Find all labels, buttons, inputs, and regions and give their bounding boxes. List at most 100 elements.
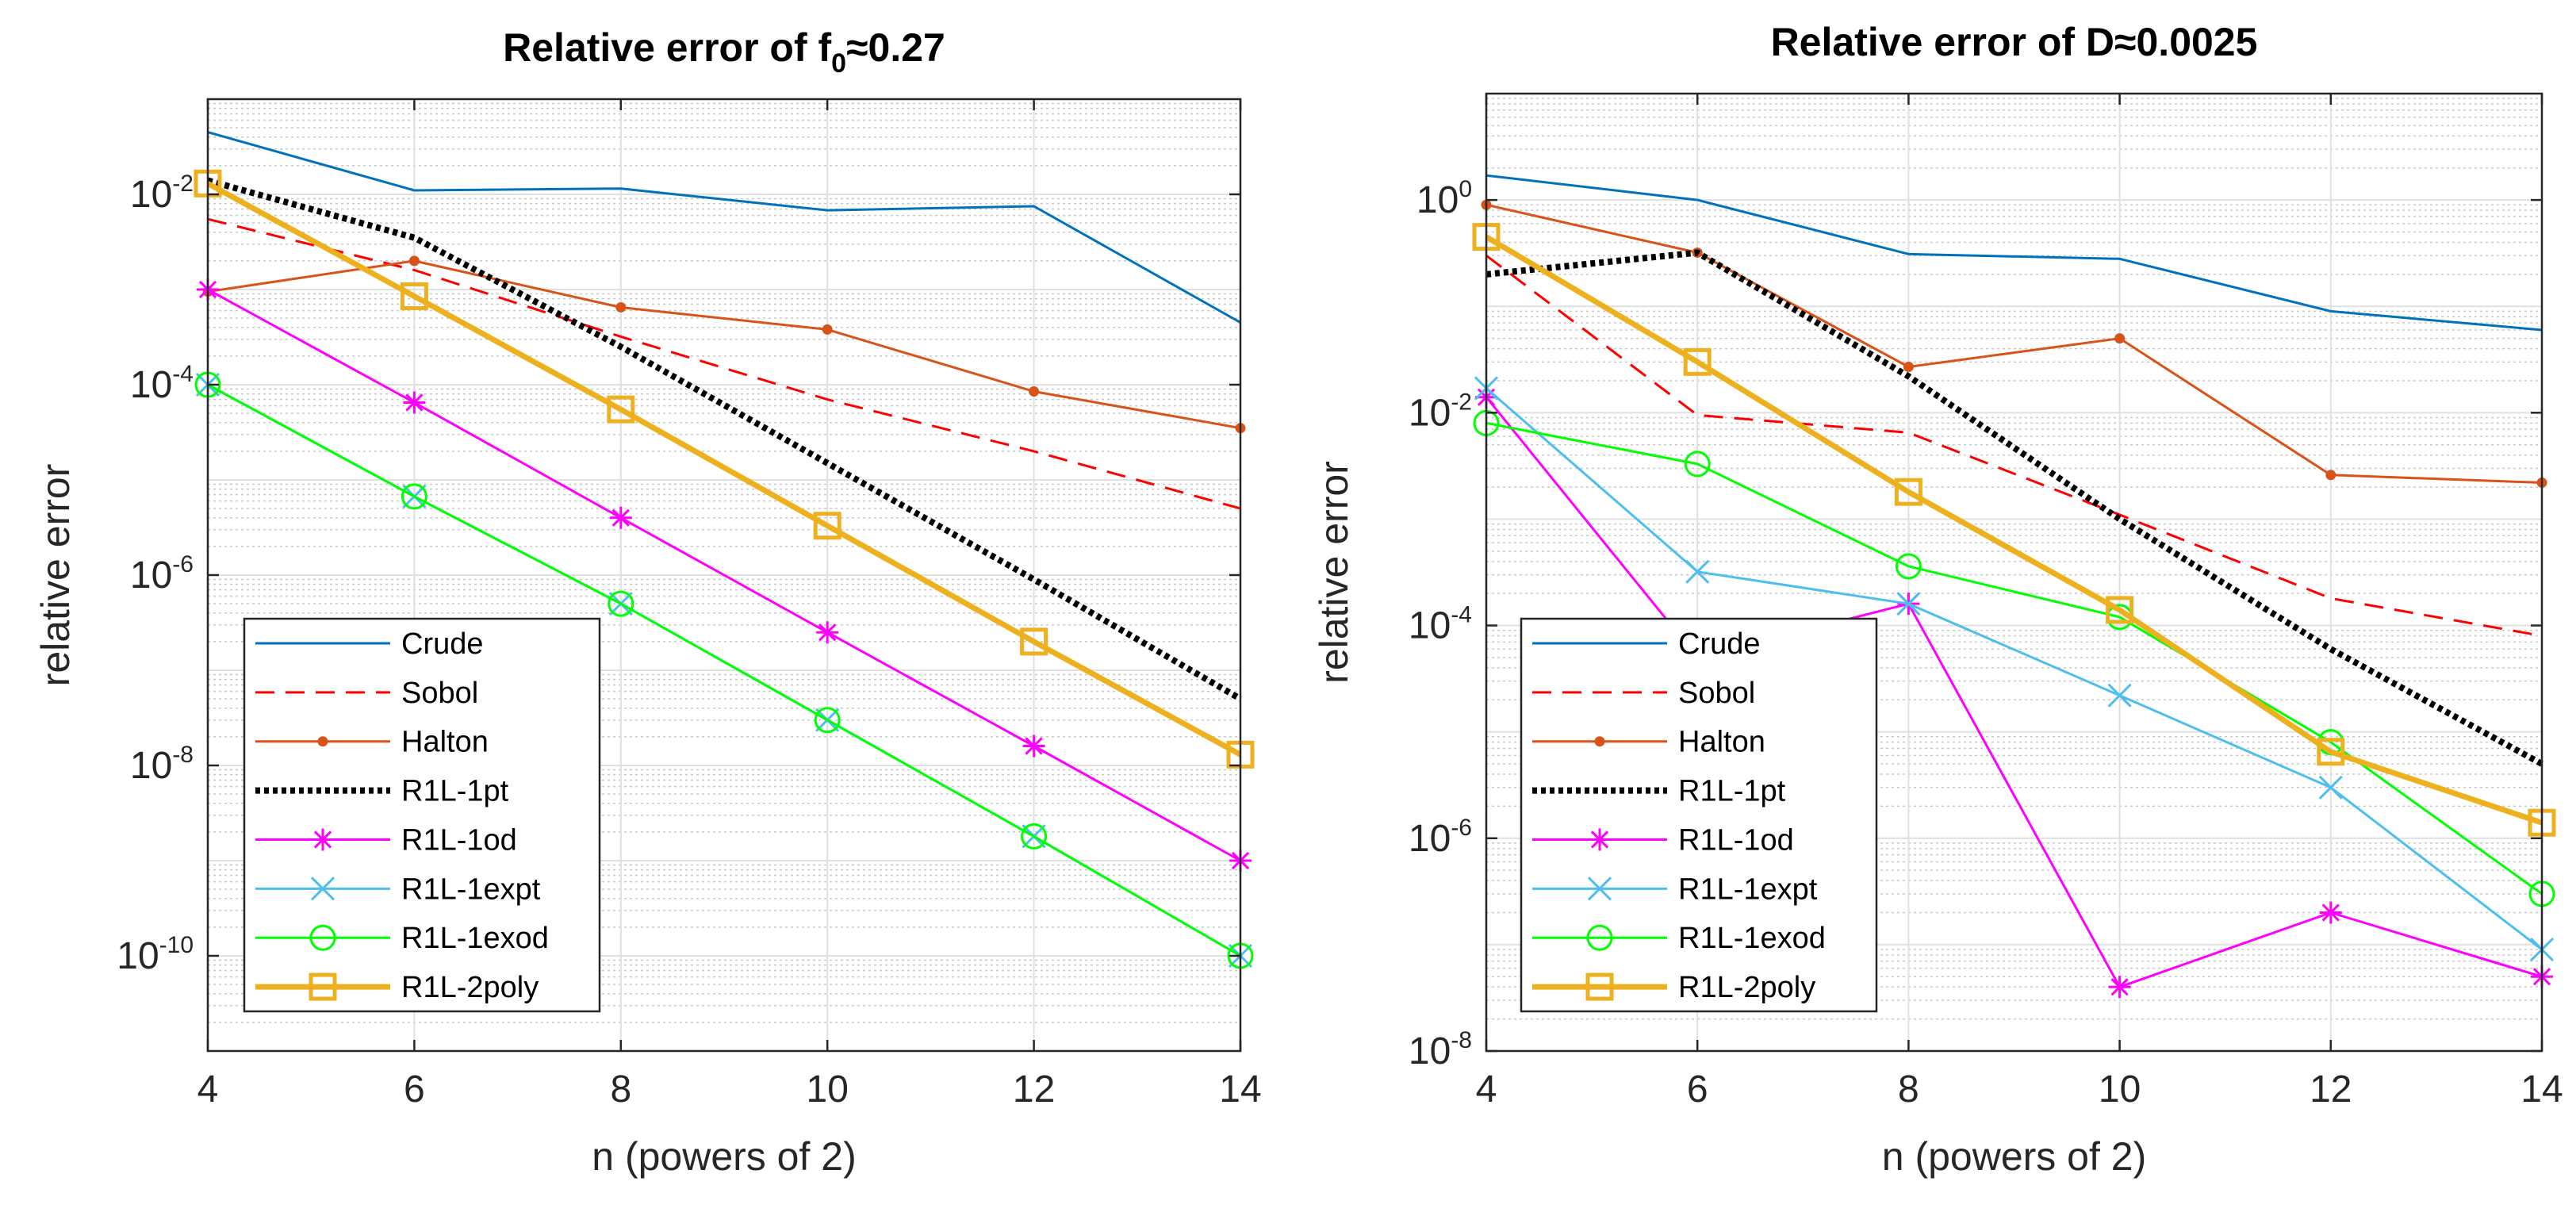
series-Crude: [207, 131, 1241, 324]
data-point: [1683, 347, 1712, 376]
data-point: [2108, 976, 2131, 999]
series-line: [207, 383, 1241, 957]
legend-box: [243, 617, 601, 1013]
x-tick-label: 14: [1219, 1068, 1261, 1111]
data-point: [2325, 470, 2336, 481]
series-line: [1485, 174, 2543, 332]
data-point: [822, 324, 833, 335]
legend-label: R1L-1od: [401, 823, 517, 857]
data-point: [615, 301, 627, 313]
y-tick-label: 10-4: [1409, 602, 1472, 647]
legend-label: R1L-2poly: [401, 971, 539, 1004]
legend-marker: [310, 877, 335, 901]
x-axis-label: n (powers of 2): [1882, 1134, 2146, 1179]
series-R1L-1pt: [1485, 249, 2543, 767]
legend-marker: [309, 924, 336, 951]
data-point: [401, 483, 427, 510]
legend-label: Sobol: [401, 677, 478, 710]
legend-marker: [1594, 736, 1605, 747]
y-axis-label: relative error: [1312, 461, 1356, 684]
y-axis-label: relative error: [33, 464, 78, 687]
y-tick-label: 10-8: [1409, 1027, 1472, 1072]
data-point: [2319, 901, 2342, 924]
data-point: [2107, 683, 2132, 708]
data-point: [2318, 775, 2343, 800]
series-Sobol: [1485, 255, 2543, 638]
x-tick-label: 8: [610, 1068, 631, 1111]
data-point: [1022, 735, 1045, 758]
x-tick-label: 4: [197, 1068, 219, 1111]
grid: [1485, 93, 2543, 1052]
x-tick-label: 12: [2310, 1068, 2352, 1111]
y-tick-label: 10-8: [130, 742, 194, 787]
series-line: [207, 259, 1241, 430]
data-point: [1903, 361, 1914, 372]
chart-2: 4 6 8 10 12 14 100 10-2 10-4 10-6 10-8 n (powers of…: [1312, 20, 2563, 1179]
series-R1L-1pt: [206, 177, 1243, 702]
data-point: [816, 621, 839, 644]
series-R1L-1expt: [1474, 376, 2555, 962]
legend-label: Halton: [1678, 726, 1765, 759]
legend-marker: [1589, 828, 1611, 851]
x-tick-label: 8: [1898, 1068, 1919, 1111]
x-axis-label: n (powers of 2): [592, 1134, 856, 1179]
axes-box: [1485, 92, 2543, 1053]
legend-marker: [309, 972, 337, 1001]
legend-marker: [1587, 877, 1612, 901]
series-line: [1485, 249, 2543, 767]
chart-1: 4 6 8 10 12 14 10-2 10-4 10-6 10-8 10-10 n (powers …: [33, 25, 1262, 1179]
data-point: [609, 506, 632, 529]
y-tick-label: 10-2: [130, 171, 194, 216]
legend-label: Crude: [401, 627, 484, 661]
y-tick-label: 10-10: [117, 932, 194, 977]
data-point: [813, 512, 841, 540]
data-point: [1685, 559, 1710, 584]
data-point: [1021, 823, 1048, 850]
legend-box: [1520, 617, 1878, 1013]
series-line: [1485, 421, 2543, 896]
data-point: [1684, 451, 1711, 478]
x-tick-label: 4: [1476, 1068, 1497, 1111]
series-line: [1485, 234, 2543, 826]
data-point: [400, 282, 428, 310]
y-tick-label: 100: [1416, 176, 1472, 221]
data-point: [2317, 738, 2345, 766]
y-tick-label: 10-6: [1409, 815, 1472, 860]
legend-label: R1L-1pt: [1678, 775, 1786, 808]
data-point: [1029, 386, 1040, 397]
chart-title: Relative error of D≈0.0025: [1771, 20, 2258, 64]
data-point: [814, 707, 841, 734]
y-tick-label: 10-4: [130, 361, 194, 406]
series-Crude: [1485, 174, 2543, 332]
data-point: [408, 255, 420, 267]
legend-label: R1L-1pt: [401, 775, 509, 808]
data-point: [2114, 333, 2126, 344]
legend-marker: [1585, 972, 1614, 1001]
x-tick-label: 10: [2099, 1068, 2141, 1111]
legend-label: Halton: [401, 726, 489, 759]
x-tick-label: 12: [1013, 1068, 1055, 1111]
data-point: [403, 391, 426, 414]
data-point: [1894, 478, 1922, 506]
x-tick-label: 6: [1687, 1068, 1708, 1111]
data-point: [607, 395, 635, 424]
legend-label: R1L-2poly: [1678, 971, 1815, 1004]
legend-marker: [1586, 924, 1613, 951]
data-point: [1020, 627, 1048, 656]
x-tick-label: 10: [807, 1068, 849, 1111]
y-tick-label: 10-6: [130, 551, 194, 596]
x-tick-label: 14: [2520, 1068, 2563, 1111]
legend-label: R1L-1od: [1678, 823, 1794, 857]
chart-title: Relative error of f0≈0.27: [503, 25, 945, 79]
series-line: [1485, 396, 2543, 988]
data-point: [2106, 596, 2134, 624]
data-point: [608, 590, 634, 617]
series-line: [1485, 203, 2543, 484]
data-point: [1896, 592, 1921, 616]
legend-marker: [317, 736, 328, 747]
series-line: [206, 177, 1243, 702]
legend-label: Crude: [1678, 627, 1761, 661]
legend-label: R1L-1exod: [1678, 922, 1826, 955]
y-tick-label: 10-2: [1409, 389, 1472, 434]
